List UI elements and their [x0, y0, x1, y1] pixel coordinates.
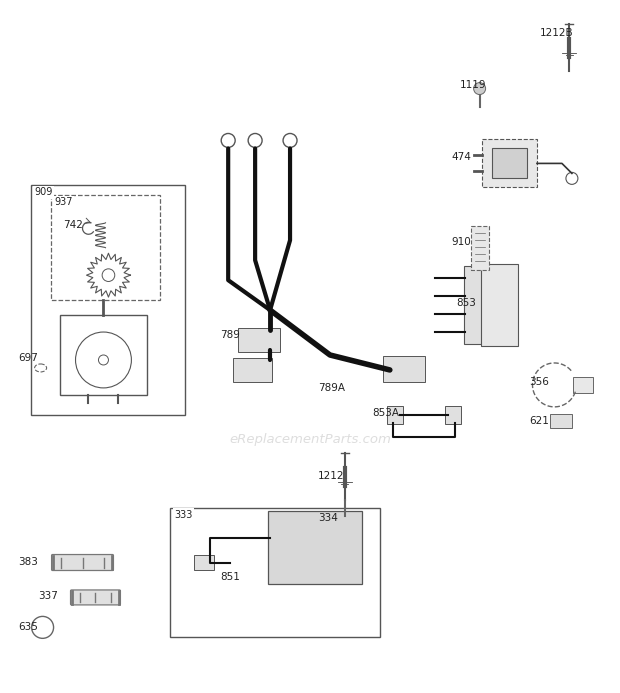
FancyBboxPatch shape — [383, 356, 425, 382]
Circle shape — [474, 82, 485, 94]
Text: 697: 697 — [19, 353, 38, 363]
Text: 383: 383 — [19, 556, 38, 566]
Text: 333: 333 — [174, 509, 193, 520]
FancyBboxPatch shape — [445, 406, 461, 424]
Text: 337: 337 — [38, 591, 58, 602]
Text: 909: 909 — [35, 187, 53, 198]
Text: eReplacementParts.com: eReplacementParts.com — [229, 433, 391, 446]
Text: 851: 851 — [220, 572, 240, 583]
Text: 356: 356 — [529, 377, 549, 387]
FancyBboxPatch shape — [387, 406, 403, 424]
Text: 789: 789 — [220, 330, 240, 340]
Bar — [51, 195, 161, 300]
FancyBboxPatch shape — [480, 264, 518, 346]
Text: 742: 742 — [64, 220, 84, 230]
FancyBboxPatch shape — [51, 554, 113, 570]
Bar — [482, 139, 537, 187]
FancyBboxPatch shape — [194, 554, 215, 570]
FancyBboxPatch shape — [464, 266, 484, 344]
Text: 334: 334 — [318, 513, 338, 523]
Bar — [170, 508, 380, 638]
FancyBboxPatch shape — [238, 328, 280, 352]
Text: 853A: 853A — [372, 408, 399, 418]
Circle shape — [339, 516, 351, 527]
FancyBboxPatch shape — [471, 227, 489, 270]
Text: 621: 621 — [529, 416, 549, 426]
FancyBboxPatch shape — [551, 414, 572, 428]
FancyBboxPatch shape — [268, 511, 362, 584]
Bar — [492, 148, 527, 178]
Text: 853: 853 — [457, 298, 477, 308]
Text: 1119: 1119 — [459, 80, 486, 89]
Text: 937: 937 — [55, 198, 73, 207]
Bar — [30, 185, 185, 415]
Text: 635: 635 — [19, 622, 38, 633]
Bar — [60, 315, 148, 395]
Text: 789A: 789A — [318, 383, 345, 393]
Text: 1212: 1212 — [318, 471, 345, 481]
Text: 1212B: 1212B — [539, 28, 573, 37]
Text: 910: 910 — [452, 237, 471, 247]
FancyBboxPatch shape — [574, 377, 593, 393]
FancyBboxPatch shape — [71, 590, 120, 605]
FancyBboxPatch shape — [233, 358, 272, 382]
Text: 474: 474 — [452, 152, 472, 162]
